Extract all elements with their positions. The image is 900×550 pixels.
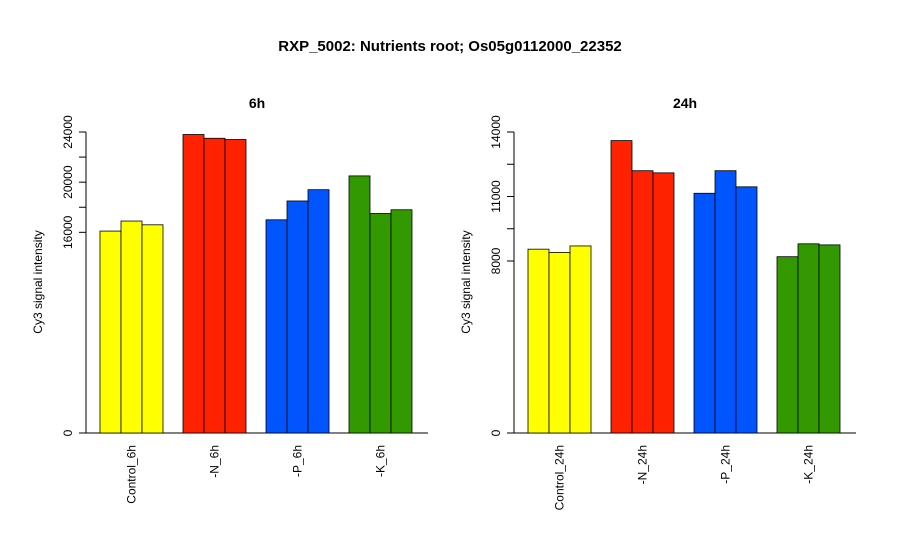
x-category-label: -P_24h bbox=[719, 445, 733, 484]
bar bbox=[348, 175, 371, 434]
bar bbox=[265, 219, 288, 434]
x-category-label: -K_6h bbox=[374, 445, 388, 477]
bar bbox=[714, 170, 737, 434]
x-category-label: -P_6h bbox=[291, 445, 305, 477]
bar bbox=[99, 230, 122, 434]
x-category-label: -K_24h bbox=[802, 445, 816, 484]
bar bbox=[610, 140, 633, 434]
y-axis-label: Cy3 signal intensity bbox=[459, 230, 473, 333]
bar bbox=[390, 209, 413, 434]
x-category-label: Control_6h bbox=[125, 445, 139, 504]
bar bbox=[182, 134, 205, 434]
y-tick-label: 0 bbox=[489, 429, 503, 436]
chart-6h: 6h Cy3 signal intensity 0 16000 20000 24000 Co… bbox=[31, 95, 428, 504]
y-axis-label: Cy3 signal intensity bbox=[31, 230, 45, 333]
x-category-label: -N_24h bbox=[636, 445, 650, 484]
bar bbox=[369, 213, 392, 434]
bar bbox=[693, 192, 716, 434]
bar bbox=[569, 245, 592, 434]
chart-title: 6h bbox=[249, 95, 265, 111]
y-tick-label: 16000 bbox=[61, 215, 75, 249]
bar bbox=[527, 248, 550, 434]
x-category-label: -N_6h bbox=[208, 445, 222, 478]
bar bbox=[776, 256, 799, 434]
bar bbox=[141, 224, 164, 434]
bar bbox=[818, 244, 841, 434]
bar bbox=[224, 139, 247, 434]
chart-24h: 24h Cy3 signal intensity 0 8000 11000 14000 Co… bbox=[459, 95, 856, 510]
bar bbox=[735, 186, 758, 434]
y-tick-label: 14000 bbox=[489, 115, 503, 149]
y-tick-label: 24000 bbox=[61, 115, 75, 149]
bar bbox=[286, 200, 309, 434]
chart-title: 24h bbox=[673, 95, 697, 111]
bar bbox=[631, 170, 654, 434]
bar bbox=[652, 172, 675, 434]
y-tick-label: 8000 bbox=[489, 247, 503, 274]
y-tick-label: 11000 bbox=[489, 180, 503, 213]
y-tick-label: 20000 bbox=[61, 165, 75, 199]
bar bbox=[120, 220, 143, 434]
x-category-label: Control_24h bbox=[553, 445, 567, 510]
bar bbox=[307, 189, 330, 434]
bar bbox=[203, 137, 226, 434]
y-tick-label: 0 bbox=[61, 429, 75, 436]
chart-main-title: RXP_5002: Nutrients root; Os05g0112000_2… bbox=[278, 38, 622, 55]
bar bbox=[797, 243, 820, 434]
bar bbox=[548, 251, 571, 434]
